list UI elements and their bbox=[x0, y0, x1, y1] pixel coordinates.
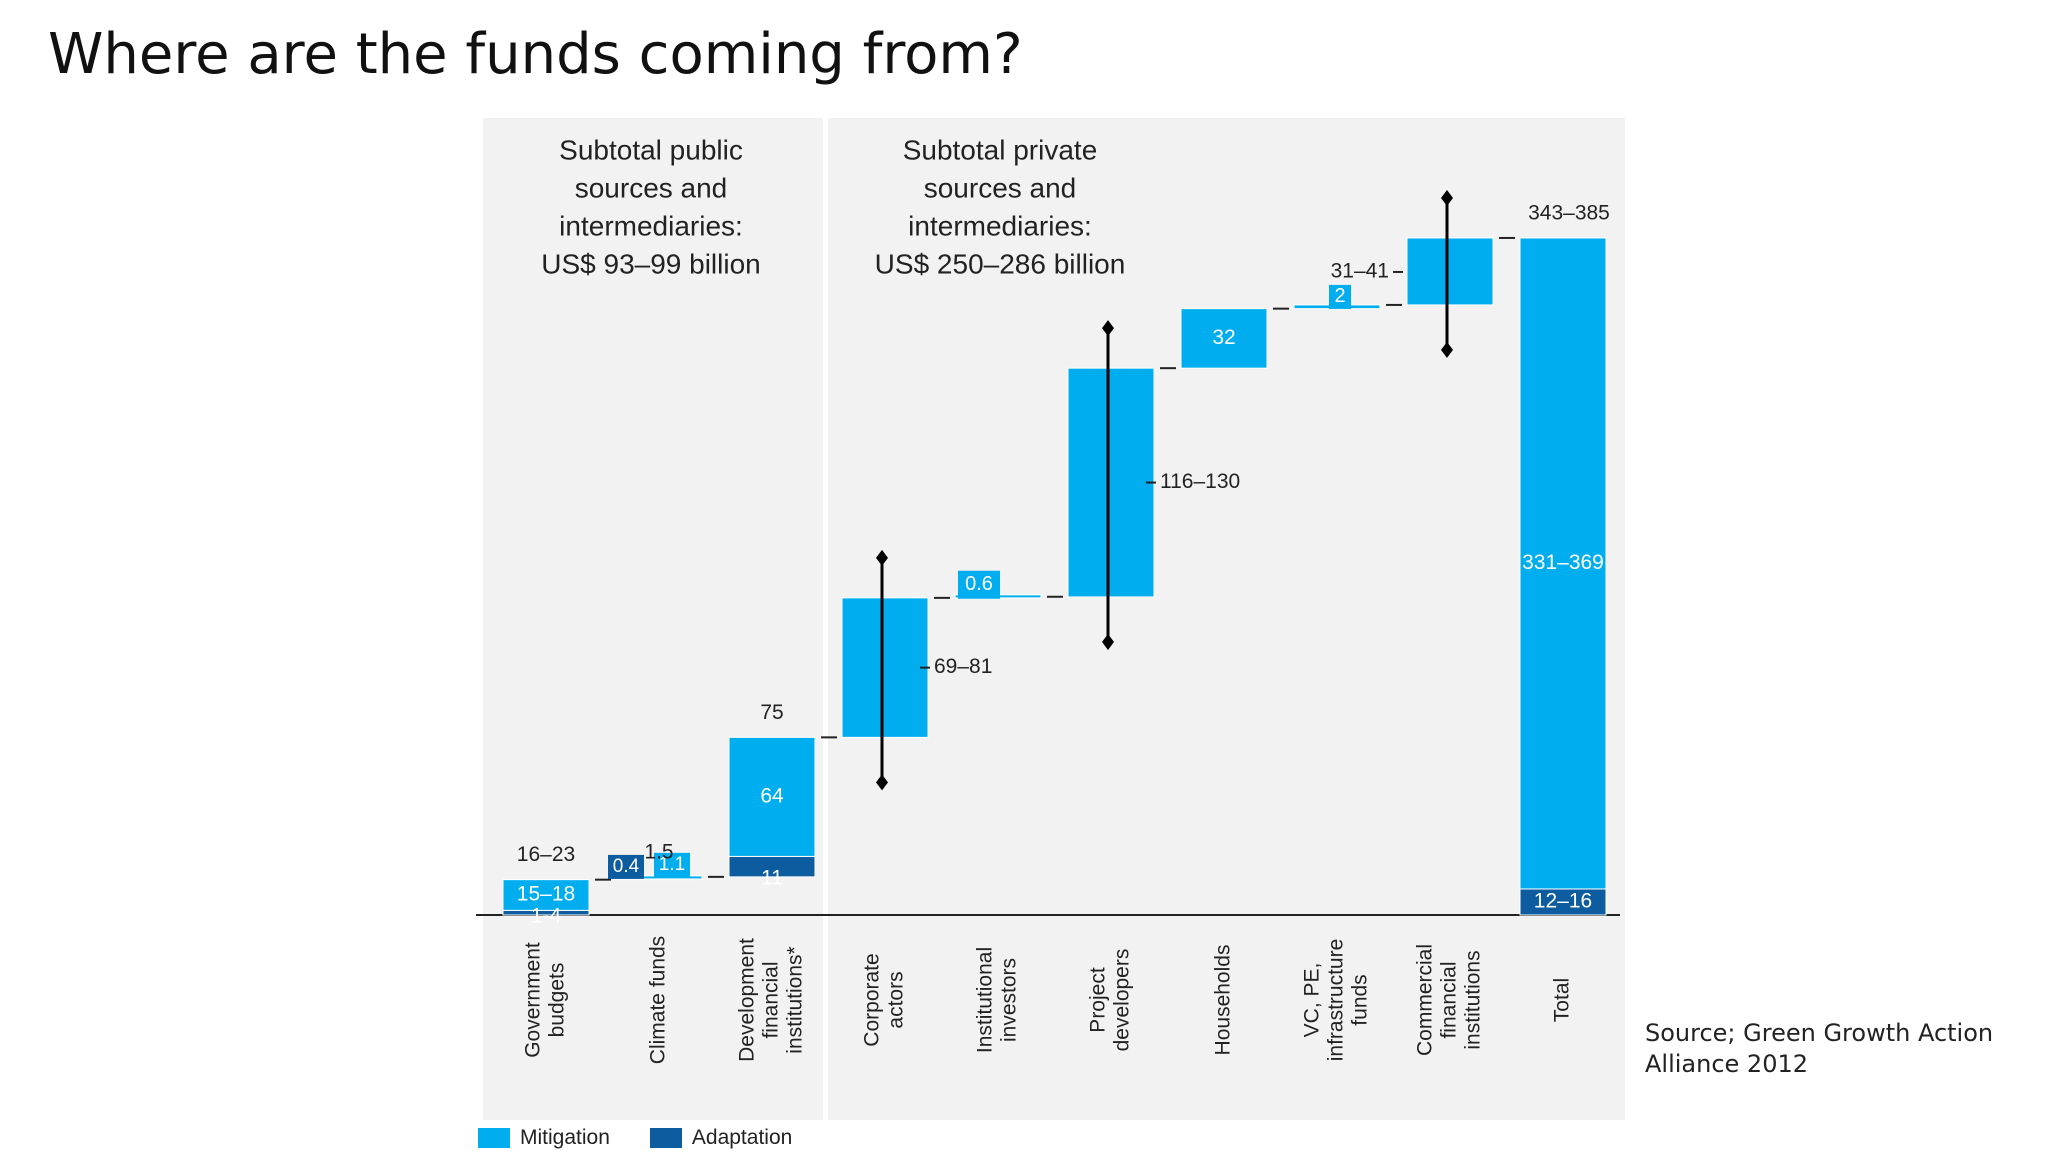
bar-value-label: 11 bbox=[761, 866, 783, 889]
category-label: funds bbox=[1349, 974, 1372, 1025]
legend-item-mitigation: Mitigation bbox=[478, 1126, 610, 1150]
error-bar-cap bbox=[1102, 320, 1114, 337]
page-title: Where are the funds coming from? bbox=[48, 22, 1023, 87]
category-label: Development bbox=[736, 938, 759, 1062]
category-label: financial bbox=[760, 961, 783, 1038]
category-label: developers bbox=[1111, 949, 1134, 1052]
category-label: Commercial bbox=[1414, 944, 1437, 1056]
group-heading-line: US$ 250–286 billion bbox=[875, 248, 1126, 279]
category-label: Institutional bbox=[974, 947, 997, 1053]
bar-total-label: 16–23 bbox=[517, 843, 575, 866]
category-label: Government bbox=[522, 942, 545, 1058]
bar-value-label: 2 bbox=[1334, 285, 1345, 307]
source-line-1: Source; Green Growth Action bbox=[1645, 1019, 1994, 1047]
error-bar-cap bbox=[876, 549, 888, 566]
group-heading-line: intermediaries: bbox=[559, 210, 743, 241]
category-label: institutions bbox=[1462, 950, 1485, 1049]
chart-legend: Mitigation Adaptation bbox=[478, 1126, 818, 1150]
group-heading-line: Subtotal private bbox=[903, 134, 1098, 165]
error-bar-cap bbox=[876, 774, 888, 791]
bar-segment-adaptation bbox=[1519, 888, 1607, 916]
bar-segment-mitigation bbox=[728, 736, 816, 857]
value-box bbox=[1329, 284, 1351, 309]
category-label: Total bbox=[1551, 978, 1574, 1022]
value-box bbox=[654, 852, 690, 877]
bar-value-label: 331–369 bbox=[1522, 551, 1604, 574]
bar-total-label: 1.5 bbox=[644, 840, 673, 863]
bar-segment-mitigation bbox=[1519, 237, 1607, 890]
range-label: 69–81 bbox=[934, 655, 992, 678]
legend-label-mitigation: Mitigation bbox=[520, 1126, 610, 1149]
bar-segment-mitigation bbox=[502, 879, 590, 911]
bar-segment-mitigation bbox=[1406, 237, 1494, 306]
bar-value-label: 15–18 bbox=[517, 883, 575, 906]
value-box bbox=[608, 854, 644, 879]
bar-total-label: 343–385 bbox=[1528, 202, 1610, 225]
bar-value-label: 0.4 bbox=[613, 856, 640, 877]
range-label: 31–41 bbox=[1331, 260, 1389, 283]
category-label: institutions* bbox=[784, 946, 807, 1053]
legend-item-adaptation: Adaptation bbox=[649, 1126, 793, 1150]
bar-value-label: 1-4 bbox=[531, 905, 562, 928]
category-label: Project bbox=[1087, 967, 1110, 1033]
bar-segment-mitigation bbox=[841, 597, 929, 738]
category-label: VC, PE, bbox=[1301, 963, 1324, 1038]
range-label: 116–130 bbox=[1160, 470, 1240, 493]
legend-swatch-adaptation bbox=[649, 1128, 682, 1148]
legend-swatch-mitigation bbox=[478, 1128, 510, 1148]
category-label: financial bbox=[1438, 961, 1461, 1038]
category-label: infrastructure bbox=[1325, 939, 1348, 1062]
bar-value-label: 32 bbox=[1212, 326, 1235, 349]
error-bar-cap bbox=[1102, 633, 1114, 650]
source-line-2: Alliance 2012 bbox=[1645, 1050, 1809, 1078]
bar-value-label: 12–16 bbox=[1534, 890, 1592, 913]
legend-label-adaptation: Adaptation bbox=[691, 1126, 793, 1149]
bar-value-label: 64 bbox=[760, 784, 784, 807]
group-heading-line: US$ 93–99 billion bbox=[541, 248, 761, 279]
category-label: investors bbox=[998, 958, 1021, 1042]
group-heading-line: Subtotal public bbox=[559, 134, 743, 165]
value-box bbox=[958, 570, 1000, 599]
bar-value-label: 1.1 bbox=[659, 854, 685, 875]
group-heading-line: intermediaries: bbox=[908, 210, 1092, 241]
error-bar-cap bbox=[1441, 189, 1453, 206]
category-label: actors bbox=[885, 971, 908, 1028]
category-label: Climate funds bbox=[647, 936, 670, 1064]
group-heading-line: sources and bbox=[924, 172, 1077, 203]
bar-total-label: 75 bbox=[760, 701, 783, 724]
panel-public bbox=[483, 118, 823, 1120]
group-heading-line: sources and bbox=[575, 172, 728, 203]
bar-segment-mitigation bbox=[1067, 367, 1155, 598]
panel-private bbox=[828, 118, 1505, 1120]
category-label: budgets bbox=[546, 963, 569, 1038]
error-bar-cap bbox=[1441, 341, 1453, 358]
bar-value-label: 0.6 bbox=[965, 573, 993, 595]
bar-segment-mitigation bbox=[1180, 308, 1268, 369]
source-note: Source; Green Growth Action Alliance 201… bbox=[1645, 1018, 1993, 1080]
category-label: Corporate bbox=[861, 953, 884, 1046]
category-label: Households bbox=[1212, 945, 1235, 1056]
